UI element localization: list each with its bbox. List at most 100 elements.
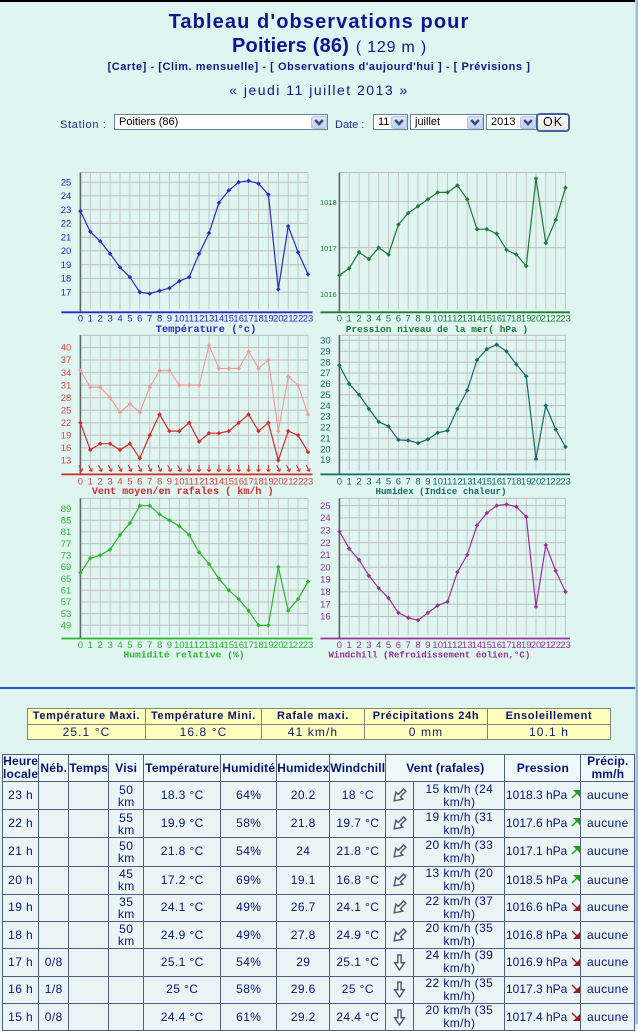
svg-text:14: 14: [472, 313, 483, 324]
svg-text:8: 8: [415, 477, 420, 488]
svg-text:14: 14: [214, 477, 225, 488]
svg-text:8: 8: [157, 640, 162, 651]
svg-text:Windchill (Refroidissement éol: Windchill (Refroidissement éolien,°C): [328, 650, 530, 661]
svg-text:1: 1: [88, 477, 93, 488]
svg-text:5: 5: [386, 313, 391, 324]
svg-text:7: 7: [406, 313, 411, 324]
svg-text:22: 22: [550, 640, 561, 651]
svg-text:10: 10: [174, 477, 185, 488]
svg-text:22: 22: [320, 423, 331, 434]
svg-text:27: 27: [320, 368, 331, 379]
svg-text:16: 16: [491, 313, 502, 324]
svg-text:22: 22: [61, 418, 72, 429]
svg-text:15: 15: [482, 313, 493, 324]
svg-text:16: 16: [233, 313, 244, 324]
svg-text:5: 5: [386, 640, 391, 651]
svg-text:17: 17: [501, 313, 512, 324]
svg-text:23: 23: [303, 640, 314, 651]
svg-text:21: 21: [283, 640, 294, 651]
svg-text:5: 5: [127, 640, 132, 651]
svg-text:4: 4: [117, 313, 122, 324]
svg-text:22: 22: [320, 538, 331, 549]
svg-text:65: 65: [61, 574, 72, 585]
svg-text:23: 23: [61, 205, 72, 216]
svg-text:18: 18: [320, 587, 331, 598]
svg-text:Température (°c): Température (°c): [156, 324, 257, 336]
svg-text:5: 5: [127, 477, 132, 488]
svg-text:22: 22: [550, 313, 561, 324]
svg-text:21: 21: [541, 477, 552, 488]
svg-text:20: 20: [531, 477, 542, 488]
svg-text:12: 12: [452, 313, 463, 324]
svg-text:61: 61: [61, 586, 72, 597]
svg-text:69: 69: [61, 562, 72, 573]
svg-text:3: 3: [107, 477, 112, 488]
svg-text:18: 18: [253, 640, 264, 651]
svg-text:11: 11: [184, 313, 194, 324]
svg-text:3: 3: [107, 313, 112, 324]
svg-text:73: 73: [61, 551, 72, 562]
svg-text:24: 24: [61, 191, 72, 202]
svg-text:22: 22: [293, 477, 304, 488]
svg-text:19: 19: [61, 260, 72, 271]
svg-text:16: 16: [320, 612, 331, 623]
svg-text:8: 8: [415, 640, 420, 651]
svg-text:16: 16: [491, 640, 502, 651]
svg-text:2: 2: [356, 640, 361, 651]
svg-text:40: 40: [61, 343, 72, 354]
svg-text:11: 11: [184, 640, 194, 651]
svg-text:25: 25: [320, 390, 331, 401]
svg-text:21: 21: [61, 232, 72, 243]
svg-text:5: 5: [127, 313, 132, 324]
svg-text:23: 23: [560, 477, 571, 488]
svg-text:1: 1: [88, 640, 93, 651]
svg-text:2: 2: [356, 313, 361, 324]
svg-text:3: 3: [366, 640, 371, 651]
svg-text:20: 20: [320, 562, 331, 573]
svg-text:19: 19: [61, 431, 72, 442]
svg-text:13: 13: [462, 640, 473, 651]
svg-text:49: 49: [61, 621, 72, 632]
svg-text:21: 21: [541, 313, 552, 324]
svg-text:24: 24: [320, 401, 331, 412]
svg-text:13: 13: [204, 640, 215, 651]
svg-text:0: 0: [337, 313, 342, 324]
svg-text:9: 9: [167, 477, 172, 488]
svg-text:8: 8: [415, 313, 420, 324]
svg-text:11: 11: [443, 477, 453, 488]
svg-text:Humidité relative (%): Humidité relative (%): [124, 650, 245, 661]
svg-text:14: 14: [472, 477, 483, 488]
svg-text:22: 22: [550, 477, 561, 488]
svg-text:19: 19: [521, 477, 532, 488]
svg-text:17: 17: [243, 313, 254, 324]
svg-text:11: 11: [443, 640, 453, 651]
svg-text:23: 23: [560, 313, 571, 324]
svg-text:6: 6: [137, 640, 142, 651]
svg-text:13: 13: [462, 477, 473, 488]
svg-text:22: 22: [293, 640, 304, 651]
svg-text:89: 89: [61, 504, 72, 515]
svg-text:17: 17: [243, 477, 254, 488]
svg-text:18: 18: [511, 477, 522, 488]
svg-text:23: 23: [560, 640, 571, 651]
svg-text:12: 12: [452, 640, 463, 651]
svg-text:0: 0: [78, 313, 83, 324]
svg-text:9: 9: [425, 313, 430, 324]
svg-text:15: 15: [482, 477, 493, 488]
svg-text:1: 1: [347, 477, 352, 488]
svg-text:53: 53: [61, 609, 72, 620]
svg-text:3: 3: [107, 640, 112, 651]
svg-text:12: 12: [452, 477, 463, 488]
svg-text:14: 14: [214, 313, 225, 324]
svg-text:19: 19: [521, 640, 532, 651]
svg-text:6: 6: [137, 313, 142, 324]
svg-text:4: 4: [117, 477, 122, 488]
svg-text:0: 0: [337, 477, 342, 488]
svg-text:10: 10: [174, 640, 185, 651]
svg-text:12: 12: [194, 477, 205, 488]
svg-text:19: 19: [320, 575, 331, 586]
svg-text:15: 15: [224, 477, 235, 488]
svg-text:23: 23: [303, 477, 314, 488]
svg-text:20: 20: [61, 246, 72, 257]
svg-text:9: 9: [167, 313, 172, 324]
